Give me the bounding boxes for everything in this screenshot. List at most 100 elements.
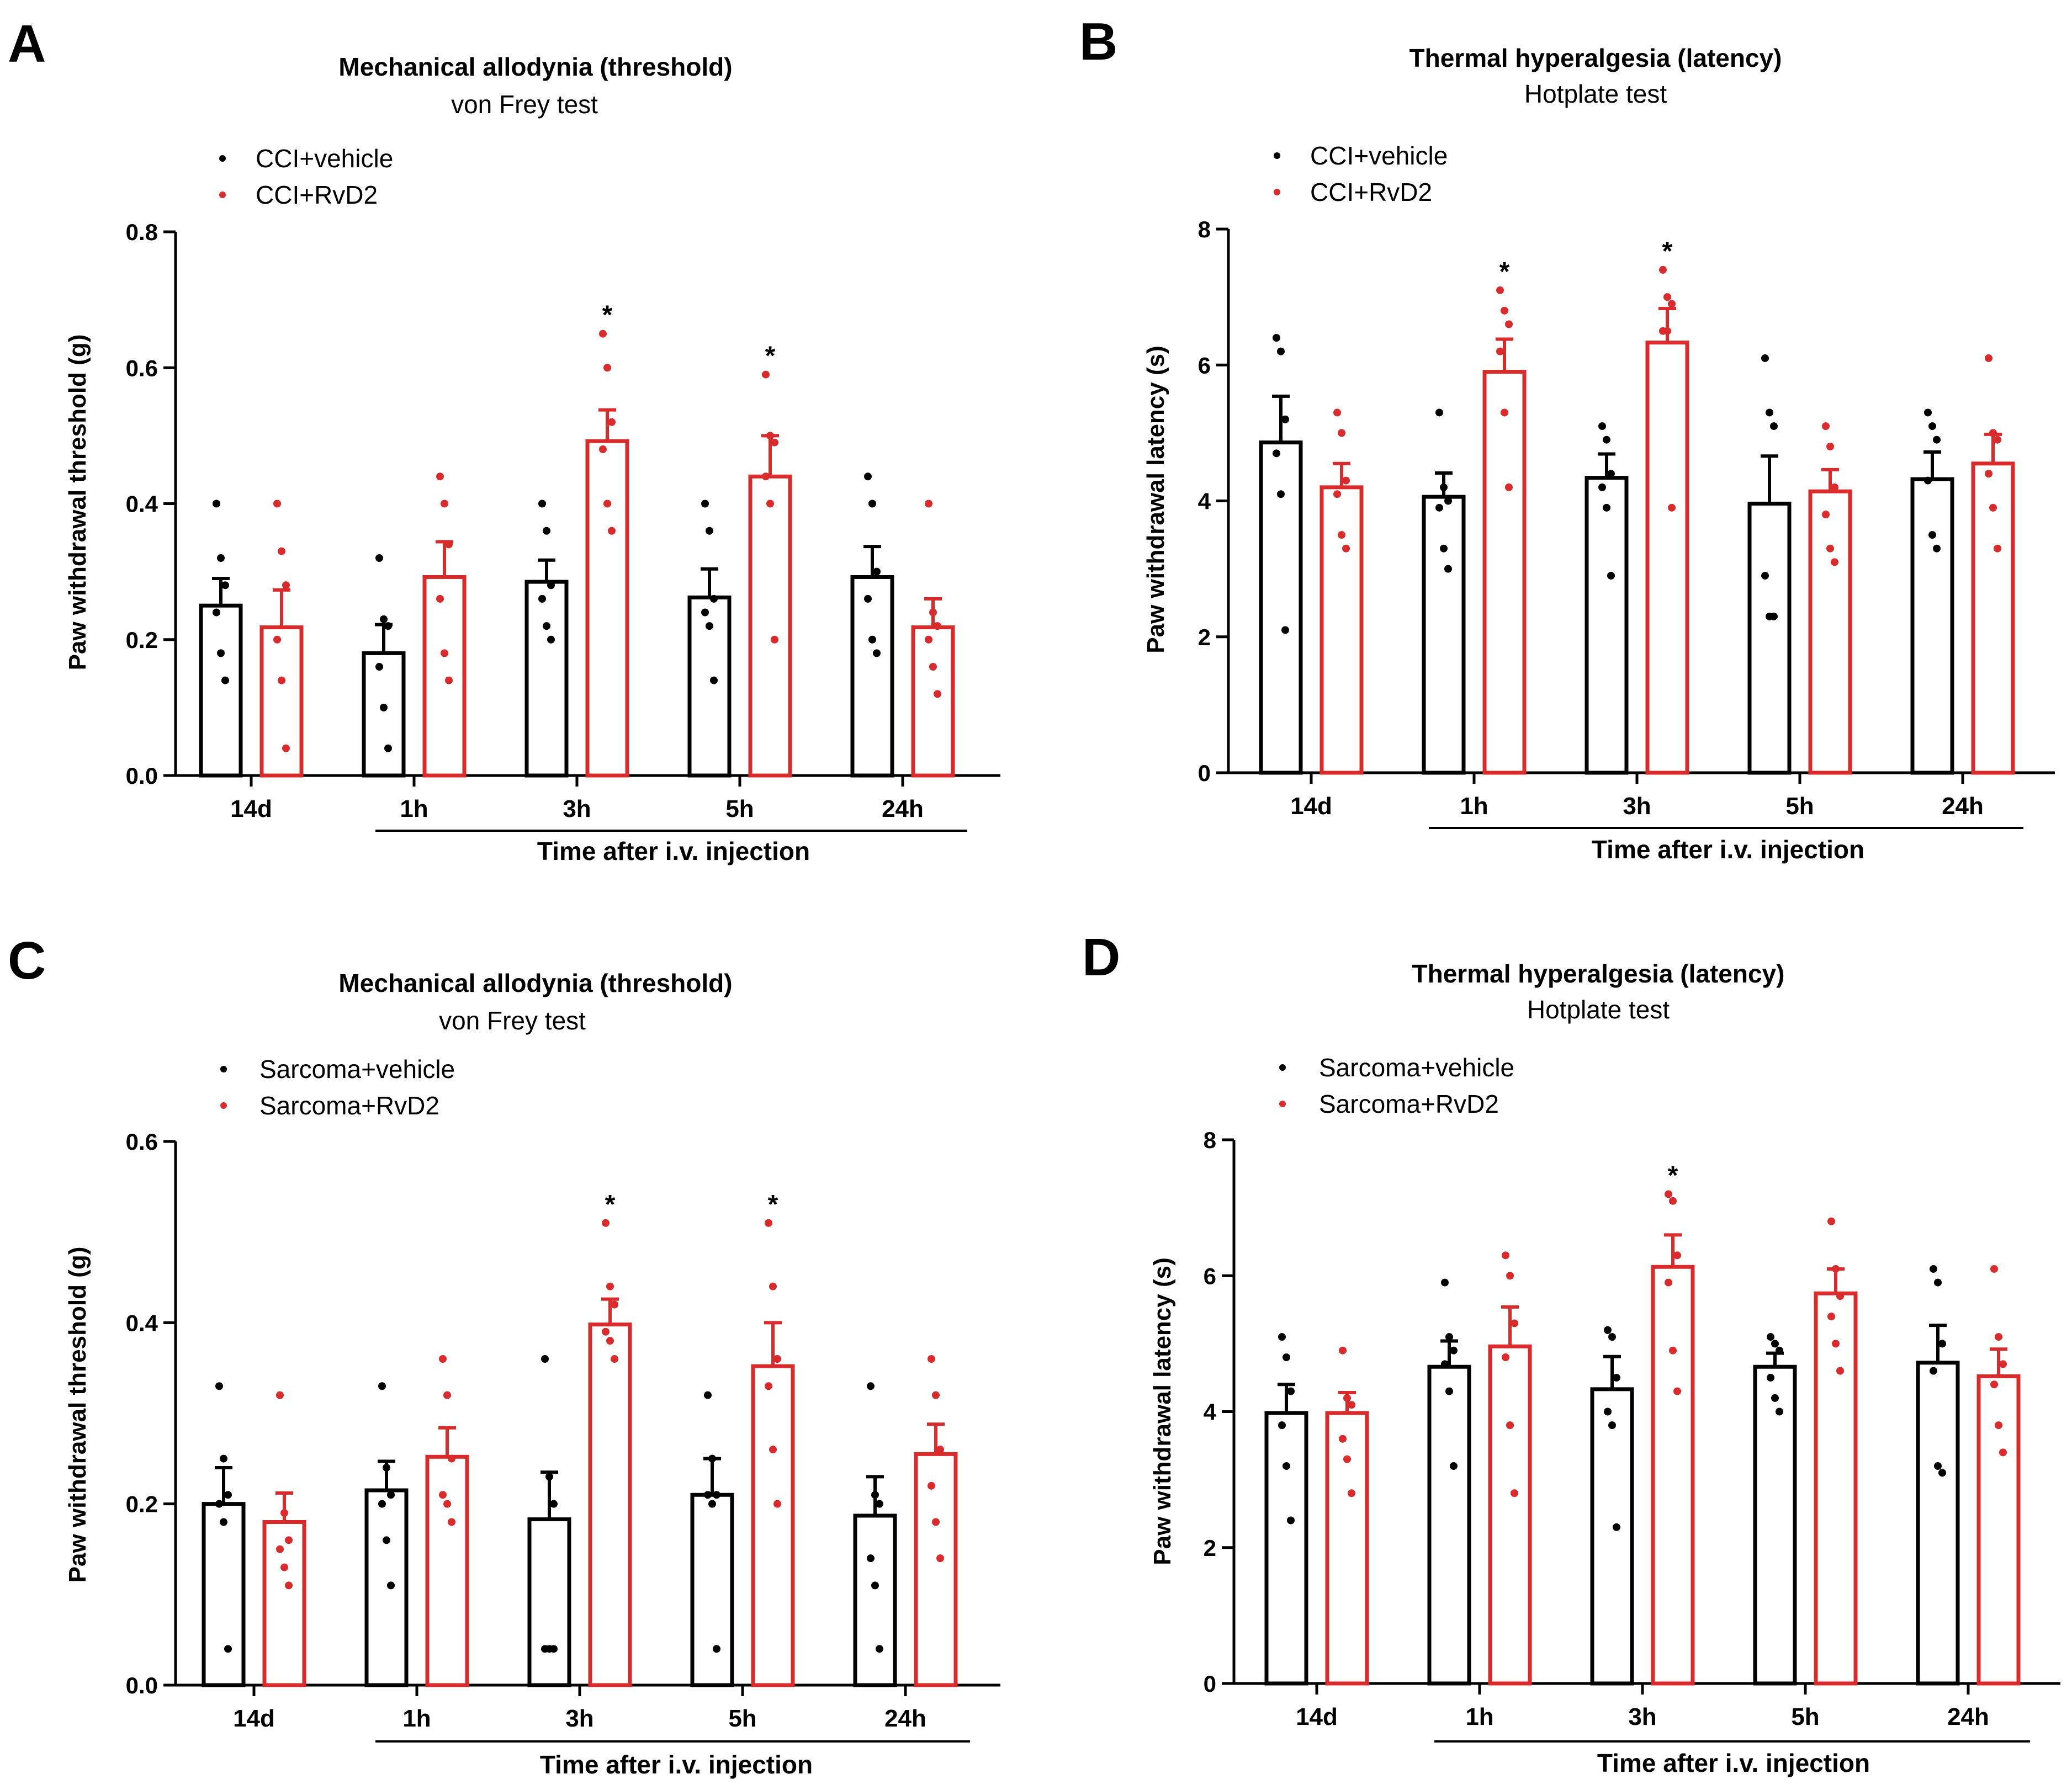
bar-vehicle <box>1916 1361 1960 1686</box>
significance-asterisk: * <box>1668 1161 1678 1191</box>
bar-vehicle <box>1585 476 1629 775</box>
data-point <box>713 1645 720 1653</box>
data-point <box>276 1391 284 1399</box>
data-point <box>1348 1489 1355 1497</box>
data-point <box>1832 1265 1840 1273</box>
legend-label-rvd2: Sarcoma+RvD2 <box>259 1091 439 1120</box>
bar-rvd2 <box>748 474 792 778</box>
data-point <box>383 1464 390 1472</box>
data-point <box>384 622 392 630</box>
data-point <box>1277 347 1285 355</box>
data-point <box>929 663 937 671</box>
bar-vehicle <box>690 1492 734 1687</box>
data-point <box>928 1355 935 1363</box>
data-point <box>1933 544 1941 553</box>
bar-rvd2 <box>914 1452 958 1687</box>
data-point <box>934 690 941 698</box>
data-point <box>1822 422 1830 431</box>
data-point <box>1338 429 1345 437</box>
data-point <box>1663 327 1671 335</box>
x-tick-label: 14d <box>230 795 272 822</box>
data-point <box>771 635 778 644</box>
bar-rvd2 <box>911 625 955 778</box>
data-point <box>1826 443 1834 450</box>
data-point <box>1273 334 1280 342</box>
data-point <box>1761 354 1769 362</box>
bar-rvd2 <box>588 1322 632 1687</box>
panel-c: C Mechanical allodynia (threshold) von F… <box>8 931 1000 1779</box>
panel-a: A Mechanical allodynia (threshold) von F… <box>8 14 1000 865</box>
data-point <box>1989 503 1997 512</box>
data-point <box>220 1518 227 1526</box>
data-point <box>1836 1292 1844 1300</box>
bar-vehicle <box>1747 501 1792 775</box>
y-tick-label: 0.2 <box>126 627 158 653</box>
data-point <box>769 1282 777 1290</box>
data-point <box>387 1491 395 1499</box>
data-point <box>1278 1421 1286 1430</box>
data-point <box>602 1219 610 1227</box>
y-tick-label: 0 <box>1198 760 1211 786</box>
x-tick-label: 3h <box>1623 793 1651 820</box>
data-point <box>1281 415 1289 423</box>
data-point <box>380 615 388 623</box>
x-tick-label: 3h <box>563 795 591 822</box>
data-point <box>221 676 229 684</box>
x-tick-label: 3h <box>1628 1703 1656 1730</box>
chart-subtitle: Hotplate test <box>1527 995 1670 1024</box>
data-point <box>864 472 872 481</box>
data-point <box>934 622 941 630</box>
data-point <box>762 370 770 379</box>
legend-marker-vehicle <box>1279 1064 1286 1071</box>
x-tick-label: 24h <box>882 795 924 822</box>
data-point <box>1435 503 1443 512</box>
significance-asterisk: * <box>605 1190 616 1219</box>
bar-rvd2 <box>262 1520 306 1687</box>
data-point <box>213 608 220 617</box>
data-point <box>1598 483 1606 491</box>
data-point <box>375 663 383 671</box>
data-point <box>1445 1333 1453 1341</box>
chart-subtitle: Hotplate test <box>1524 79 1667 108</box>
data-point <box>1994 544 2001 553</box>
data-point <box>1990 1380 1998 1389</box>
data-point <box>608 527 616 535</box>
bar-rvd2 <box>1488 1344 1532 1686</box>
data-point <box>436 472 444 481</box>
data-point <box>925 500 932 508</box>
data-point <box>1668 300 1676 308</box>
data-point <box>1934 1278 1942 1287</box>
data-point <box>550 1500 558 1508</box>
data-point <box>876 1500 883 1508</box>
data-point <box>445 676 453 684</box>
legend-label-rvd2: Sarcoma+RvD2 <box>1319 1090 1499 1118</box>
data-point <box>1985 354 1992 362</box>
x-tick-label: 24h <box>884 1705 926 1732</box>
data-point <box>1501 306 1508 315</box>
y-tick-label: 8 <box>1198 216 1211 242</box>
y-tick-label: 6 <box>1198 352 1211 378</box>
y-tick-label: 0.4 <box>126 491 158 517</box>
data-point <box>1435 408 1443 417</box>
chart-marks: 0 2 4 6 8 14d 1h 3h * 5h 24h <box>1204 1127 2060 1743</box>
bar-rvd2 <box>1645 341 1689 775</box>
bar-rvd2 <box>585 439 629 778</box>
data-point <box>220 1454 227 1463</box>
data-point <box>706 527 713 535</box>
data-point <box>608 418 616 426</box>
y-axis-label: Paw withdrawal latency (s) <box>1149 1257 1176 1565</box>
data-point <box>1776 1346 1783 1355</box>
bar-vehicle <box>1427 1364 1471 1686</box>
x-axis-label: Time after i.v. injection <box>540 1750 813 1779</box>
data-point <box>1665 1278 1672 1287</box>
data-point <box>543 622 550 630</box>
data-point <box>1827 1217 1835 1225</box>
data-point <box>1598 422 1606 431</box>
data-point <box>547 635 555 644</box>
data-point <box>765 1219 772 1227</box>
data-point <box>378 1382 386 1390</box>
y-tick-label: 0.6 <box>126 355 158 381</box>
chart-title: Mechanical allodynia (threshold) <box>338 969 732 997</box>
x-tick-label: 24h <box>1947 1703 1989 1730</box>
legend: CCI+vehicle CCI+RvD2 <box>219 144 393 209</box>
